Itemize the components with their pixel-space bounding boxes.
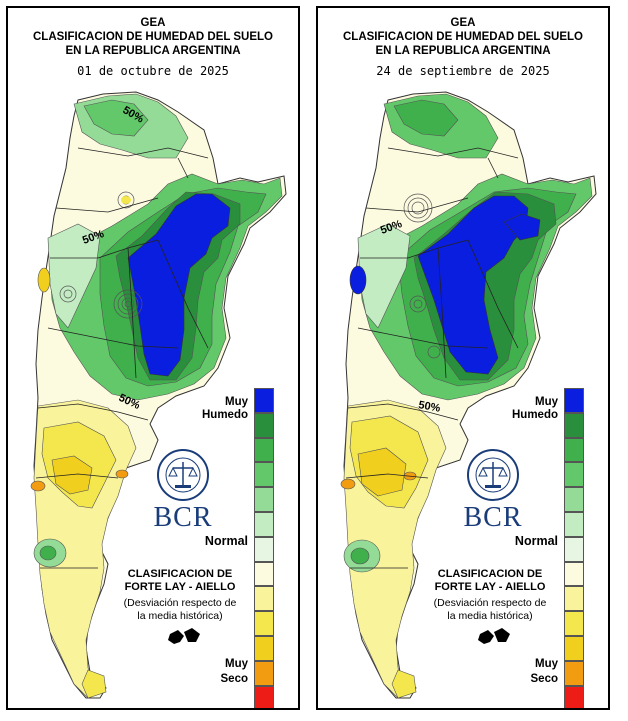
legend-swatch xyxy=(564,635,584,661)
malvinas-islands xyxy=(478,628,510,644)
legend-swatch xyxy=(564,536,584,562)
bcr-brand: BCR xyxy=(463,502,523,533)
legend-label-very-humid: Muy xyxy=(225,396,248,408)
legend-swatch xyxy=(564,437,584,463)
color-legend xyxy=(254,388,274,708)
legend-swatch xyxy=(564,611,584,636)
classification-note-line2: la media histórica) xyxy=(137,610,223,622)
bcr-seal-logo xyxy=(467,449,519,501)
legend-swatch xyxy=(254,511,274,537)
map-panel-current: 50% 50% 50% GEA CLASIFICACION DE HUMEDAD… xyxy=(6,6,300,710)
legend-label-very-dry: Muy xyxy=(225,658,248,670)
legend-label-dry: Seco xyxy=(220,673,249,685)
legend-swatch xyxy=(564,561,584,587)
legend-swatch xyxy=(254,388,274,413)
map-title-line1: CLASIFICACION DE HUMEDAD DEL SUELO xyxy=(32,31,274,43)
legend-swatch xyxy=(564,487,584,512)
contour-label: 50% xyxy=(417,399,441,415)
classification-title-line1: CLASIFICACION DE xyxy=(127,568,233,580)
legend-swatch xyxy=(254,487,274,512)
legend-label-dry: Seco xyxy=(530,673,559,685)
legend-swatch xyxy=(564,660,584,686)
map-title-line1: CLASIFICACION DE HUMEDAD DEL SUELO xyxy=(342,31,584,43)
source-label: GEA xyxy=(450,17,476,29)
legend-swatch xyxy=(254,412,274,438)
map-title-line2: EN LA REPUBLICA ARGENTINA xyxy=(65,45,241,57)
map-title-line2: EN LA REPUBLICA ARGENTINA xyxy=(375,45,551,57)
legend-label-normal: Normal xyxy=(204,534,248,548)
color-legend xyxy=(564,388,584,708)
classification-note-line1: (Desviación respecto de xyxy=(433,597,547,609)
legend-label-humid: Humedo xyxy=(512,409,558,421)
classification-note-line1: (Desviación respecto de xyxy=(123,597,237,609)
legend-swatch xyxy=(564,685,584,708)
legend-swatch xyxy=(254,437,274,463)
malvinas-islands xyxy=(168,628,200,644)
classification-title-line1: CLASIFICACION DE xyxy=(437,568,543,580)
map-date: 01 de octubre de 2025 xyxy=(77,64,229,78)
bcr-seal-logo xyxy=(157,449,209,501)
classification-title-line2: FORTE LAY - AIELLO xyxy=(124,581,236,593)
source-label: GEA xyxy=(140,17,166,29)
legend-swatch xyxy=(564,388,584,413)
legend-label-very-dry: Muy xyxy=(535,658,558,670)
legend-swatch xyxy=(564,511,584,537)
legend-swatch xyxy=(254,660,274,686)
legend-swatch xyxy=(254,635,274,661)
legend-label-humid: Humedo xyxy=(202,409,248,421)
legend-swatch xyxy=(564,412,584,438)
legend-swatch xyxy=(254,586,274,612)
legend-swatch xyxy=(564,586,584,612)
legend-swatch xyxy=(254,611,274,636)
soil-moisture-map: 50% 50% xyxy=(340,91,597,699)
map-panel-previous: 50% 50% GEA CLASIFICACION DE HUMEDAD DEL… xyxy=(316,6,610,710)
bcr-brand: BCR xyxy=(153,502,213,533)
very-humid-zone xyxy=(127,193,231,377)
legend-swatch xyxy=(254,561,274,587)
classification-note-line2: la media histórica) xyxy=(447,610,533,622)
classification-title-line2: FORTE LAY - AIELLO xyxy=(434,581,546,593)
soil-moisture-map: 50% 50% 50% xyxy=(30,91,287,699)
legend-swatch xyxy=(254,685,274,708)
legend-swatch xyxy=(254,462,274,488)
legend-label-normal: Normal xyxy=(514,534,558,548)
legend-swatch xyxy=(564,462,584,488)
legend-label-very-humid: Muy xyxy=(535,396,558,408)
map-date: 24 de septiembre de 2025 xyxy=(376,64,550,78)
legend-swatch xyxy=(254,536,274,562)
